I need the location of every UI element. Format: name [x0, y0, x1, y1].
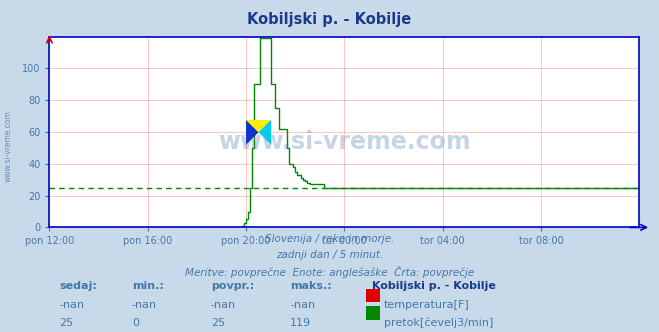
- Text: Kobiljski p. - Kobilje: Kobiljski p. - Kobilje: [372, 281, 496, 290]
- Text: zadnji dan / 5 minut.: zadnji dan / 5 minut.: [276, 250, 383, 260]
- Text: temperatura[F]: temperatura[F]: [384, 300, 470, 310]
- Polygon shape: [246, 120, 271, 132]
- Text: povpr.:: povpr.:: [211, 281, 254, 290]
- Text: min.:: min.:: [132, 281, 163, 290]
- Text: -nan: -nan: [290, 300, 315, 310]
- Text: www.si-vreme.com: www.si-vreme.com: [218, 129, 471, 153]
- Text: pretok[čevelj3/min]: pretok[čevelj3/min]: [384, 318, 494, 328]
- Text: 0: 0: [132, 318, 139, 328]
- Text: -nan: -nan: [59, 300, 84, 310]
- Text: maks.:: maks.:: [290, 281, 331, 290]
- Text: -nan: -nan: [132, 300, 157, 310]
- Polygon shape: [258, 120, 271, 145]
- Text: 119: 119: [290, 318, 311, 328]
- Text: 25: 25: [211, 318, 225, 328]
- Text: Kobiljski p. - Kobilje: Kobiljski p. - Kobilje: [247, 12, 412, 27]
- Polygon shape: [246, 120, 258, 145]
- Text: sedaj:: sedaj:: [59, 281, 97, 290]
- Text: -nan: -nan: [211, 300, 236, 310]
- Text: Slovenija / reke in morje.: Slovenija / reke in morje.: [265, 234, 394, 244]
- Text: Meritve: povprečne  Enote: anglešaške  Črta: povprečje: Meritve: povprečne Enote: anglešaške Črt…: [185, 266, 474, 278]
- Text: www.si-vreme.com: www.si-vreme.com: [3, 110, 13, 182]
- Text: 25: 25: [59, 318, 73, 328]
